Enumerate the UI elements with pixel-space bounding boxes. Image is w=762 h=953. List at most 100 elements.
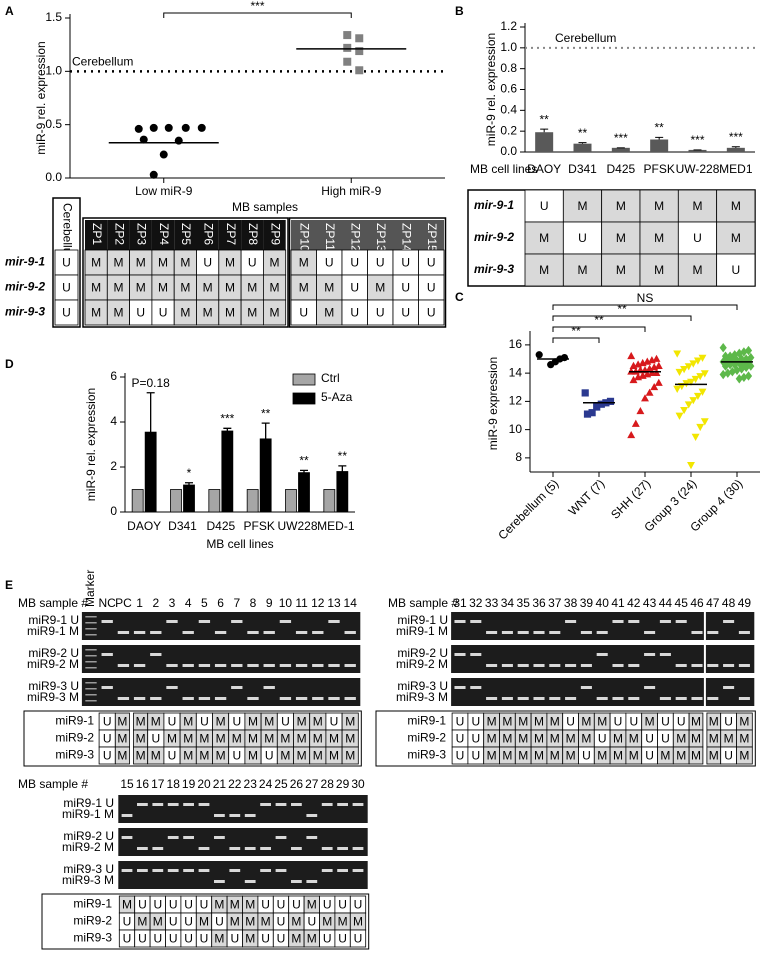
table-cell-text: U (323, 932, 332, 946)
table-cell (688, 746, 704, 765)
point (700, 370, 709, 378)
lane-label: 33 (485, 596, 499, 610)
y-tick-label: 8 (515, 450, 522, 464)
table-cell-text: M (616, 231, 626, 245)
y-tick-label: 1.0 (500, 40, 517, 54)
gel-band (596, 653, 608, 656)
table-cell-text: U (350, 256, 359, 270)
table-cell-text: M (581, 715, 591, 729)
table-cell-text: U (724, 715, 733, 729)
gel-band (486, 697, 498, 700)
gel-row-label: miR9-1 M (62, 807, 114, 821)
column-header-bg (196, 220, 219, 250)
table-cell-text: M (616, 263, 626, 277)
gel-band (501, 631, 513, 634)
table-cell (716, 189, 756, 223)
significance-label: ** (261, 406, 271, 420)
lane-label: 27 (305, 777, 319, 791)
point (650, 363, 659, 371)
lane-label: 15 (120, 777, 134, 791)
y-tick-label: 14 (509, 365, 523, 379)
table-cell-text: M (270, 256, 280, 270)
gel-band (166, 620, 178, 623)
gel-band (198, 697, 211, 700)
lane-label: 23 (244, 777, 258, 791)
x-tick-label: D425 (206, 519, 235, 533)
table-cell-text: M (280, 749, 290, 763)
gel-band (312, 631, 324, 634)
point (728, 367, 736, 377)
point (680, 366, 689, 374)
significance-label: ** (617, 302, 627, 316)
table-cell-text: M (280, 732, 290, 746)
lane-label: 6 (217, 596, 224, 610)
lane-label: 21 (213, 777, 227, 791)
column-header-bg (174, 220, 197, 250)
gel-band (533, 664, 545, 667)
gel-band (344, 697, 356, 700)
table-cell (524, 253, 564, 287)
table-cell-text: M (113, 256, 123, 270)
marker-band (85, 688, 97, 690)
table-cell-text: M (153, 915, 163, 929)
y-tick-label: 0.0 (500, 144, 517, 158)
table-cell-text: M (324, 306, 334, 320)
lane-label: 3 (169, 596, 176, 610)
table-cell (367, 274, 394, 301)
significance-label: *** (220, 411, 234, 425)
gel-band (260, 803, 271, 806)
error-bar (540, 128, 549, 133)
table-cell (341, 299, 368, 326)
gel-band (183, 803, 194, 806)
table-cell-text: M (345, 732, 355, 746)
significance-label: *** (690, 133, 704, 147)
table-cell (367, 299, 394, 326)
gel-band (454, 620, 466, 623)
point (721, 361, 730, 371)
table-cell-text: U (200, 932, 209, 946)
gel-band (596, 697, 608, 700)
table-cell-text: U (677, 715, 686, 729)
point (700, 418, 709, 426)
table-cell-text: M (329, 749, 339, 763)
gel-band (549, 697, 561, 700)
table-cell (262, 299, 287, 326)
gel-separator (703, 612, 706, 706)
point (691, 433, 700, 442)
lane-label: 46 (690, 596, 704, 610)
point (643, 370, 652, 378)
table-cell-text: M (199, 749, 209, 763)
reference-label: Cerebellum (72, 55, 133, 69)
gel-band (198, 803, 210, 806)
table-cell-text: M (691, 715, 701, 729)
gel-band (321, 803, 333, 806)
column-header: ZP2 (112, 223, 126, 245)
significance-label: ** (594, 313, 604, 327)
x-tick-label: MED1 (719, 162, 753, 176)
gel-band (229, 814, 241, 817)
gel-row-label: miR9-1 U (397, 613, 448, 627)
point (652, 354, 661, 362)
lane-label: 4 (185, 596, 192, 610)
table-cell-text: M (660, 749, 670, 763)
table-cell-text: M (136, 749, 146, 763)
table-cell-text: U (159, 306, 168, 320)
gel-band (260, 869, 271, 872)
x-tick-label: Low miR-9 (135, 184, 193, 198)
table-cell-text: M (113, 281, 123, 295)
bar (183, 484, 195, 513)
gel-band (723, 664, 735, 667)
gel-band (738, 664, 750, 667)
lane-label: 40 (596, 596, 610, 610)
table-cell-text: M (136, 281, 146, 295)
significance-label: P=0.18 (131, 376, 170, 390)
table-cell-text: M (136, 715, 146, 729)
x-tick-label: High miR-9 (321, 184, 381, 198)
gel-band (229, 847, 241, 850)
gel-band (565, 697, 577, 700)
table-cell-text: U (629, 715, 638, 729)
point (673, 350, 682, 358)
table-cell-text: M (247, 306, 257, 320)
lane-label: 11 (295, 596, 308, 610)
table-cell-text: U (338, 898, 347, 912)
